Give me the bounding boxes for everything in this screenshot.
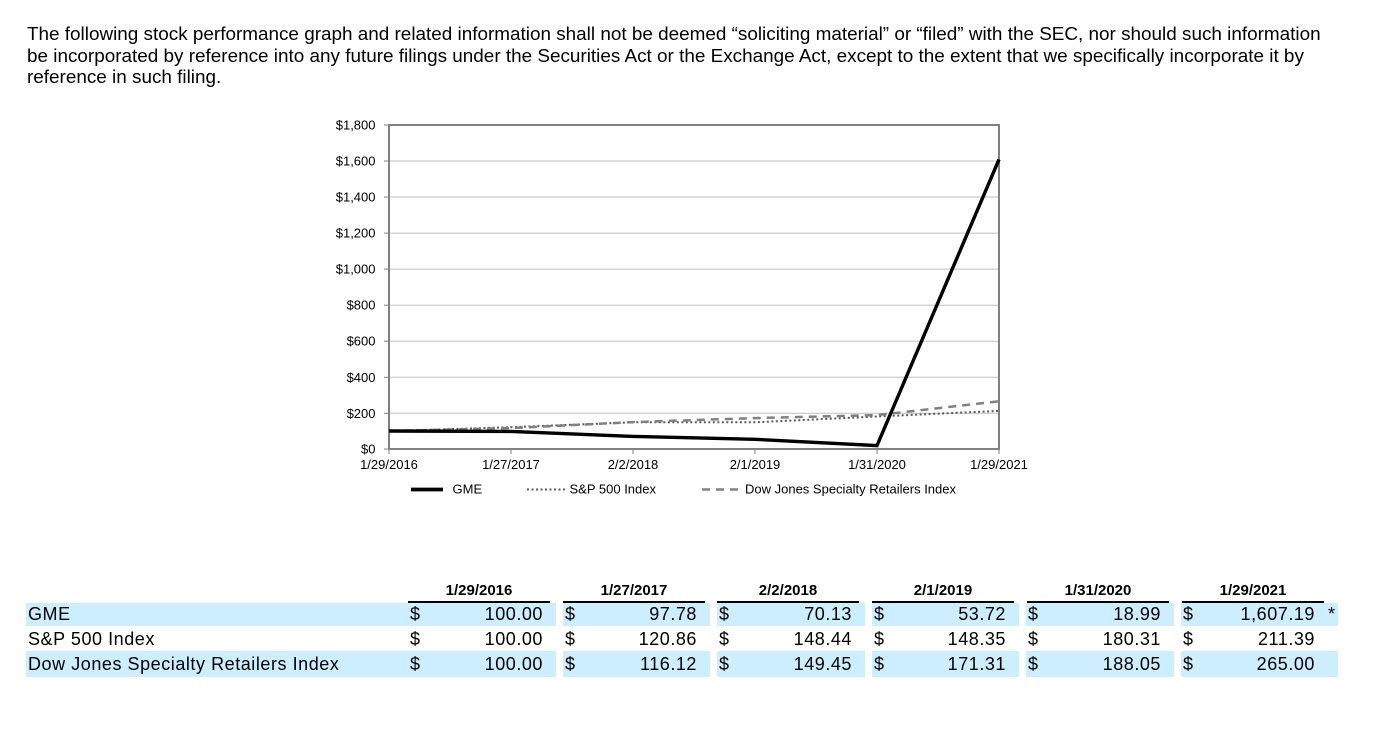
svg-text:2/2/2018: 2/2/2018 bbox=[608, 457, 659, 472]
svg-text:S&P 500 Index: S&P 500 Index bbox=[570, 482, 657, 497]
svg-text:2/1/2019: 2/1/2019 bbox=[730, 457, 781, 472]
svg-text:$800: $800 bbox=[347, 298, 376, 313]
svg-text:1/29/2021: 1/29/2021 bbox=[970, 457, 1028, 472]
svg-text:1/27/2017: 1/27/2017 bbox=[482, 457, 540, 472]
svg-text:$1,600: $1,600 bbox=[336, 154, 376, 169]
svg-text:$1,800: $1,800 bbox=[336, 118, 376, 133]
svg-text:$200: $200 bbox=[347, 406, 376, 421]
svg-text:$1,000: $1,000 bbox=[336, 262, 376, 277]
svg-text:$400: $400 bbox=[347, 370, 376, 385]
svg-text:Dow Jones Specialty Retailers: Dow Jones Specialty Retailers Index bbox=[745, 482, 956, 497]
svg-text:$0: $0 bbox=[361, 442, 375, 457]
svg-text:$600: $600 bbox=[347, 334, 376, 349]
svg-text:1/31/2020: 1/31/2020 bbox=[848, 457, 906, 472]
svg-text:$1,400: $1,400 bbox=[336, 190, 376, 205]
svg-text:GME: GME bbox=[453, 482, 483, 497]
svg-text:$1,200: $1,200 bbox=[336, 226, 376, 241]
svg-text:1/29/2016: 1/29/2016 bbox=[360, 457, 418, 472]
